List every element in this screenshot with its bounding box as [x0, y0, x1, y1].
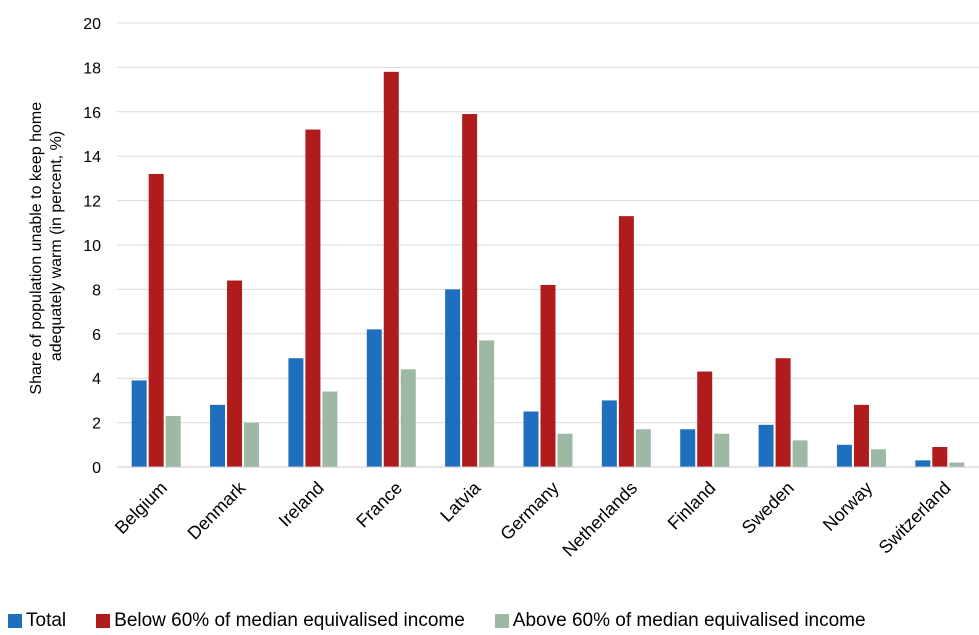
- y-tick-label: 8: [92, 282, 101, 299]
- legend-item-below-60: Below 60% of median equivalised income: [96, 610, 465, 632]
- x-tick-label: Ireland: [275, 478, 328, 531]
- legend-swatch-total: [8, 614, 22, 628]
- bar-germany-above-60: [557, 433, 573, 467]
- y-axis-label-line-1: Share of population unable to keep home: [28, 102, 45, 395]
- bar-switzerland-total: [915, 460, 931, 467]
- legend-label-above-60: Above 60% of median equivalised income: [512, 610, 866, 631]
- bar-chart: 0 2 4 6 8 10 12 14 16 18 20 Belgium Denmark Ireland F…: [28, 16, 979, 560]
- bar-belgium-below-60: [148, 173, 164, 467]
- bar-switzerland-above-60: [949, 462, 965, 467]
- bar-france-below-60: [383, 71, 399, 467]
- legend-label-total: Total: [26, 610, 67, 631]
- x-tick-label: Netherlands: [558, 478, 641, 561]
- bars: [131, 71, 965, 468]
- y-axis-ticks: 0 2 4 6 8 10 12 14 16 18 20: [83, 16, 101, 477]
- bar-ireland-below-60: [305, 129, 321, 467]
- bar-norway-total: [836, 444, 852, 467]
- legend-label-below-60: Below 60% of median equivalised income: [114, 610, 465, 631]
- legend-swatch-above-60: [494, 614, 509, 628]
- bar-switzerland-below-60: [932, 447, 948, 467]
- legend-item-above-60: Above 60% of median equivalised income: [494, 610, 866, 632]
- y-axis-label: Share of population unable to keep home …: [28, 97, 65, 394]
- y-tick-label: 6: [92, 327, 101, 344]
- x-tick-label: Finland: [664, 478, 720, 534]
- x-tick-label: Sweden: [738, 478, 798, 538]
- bar-ireland-total: [288, 358, 304, 467]
- bar-norway-below-60: [853, 404, 869, 467]
- legend-item-total: Total: [8, 610, 66, 632]
- y-tick-label: 18: [83, 60, 101, 77]
- bar-netherlands-total: [601, 400, 617, 467]
- x-tick-label: Latvia: [436, 477, 485, 526]
- x-tick-label: Denmark: [184, 477, 250, 543]
- legend-swatch-below-60: [96, 614, 111, 628]
- x-tick-label: Belgium: [111, 478, 171, 538]
- bar-netherlands-above-60: [635, 429, 651, 467]
- bar-latvia-below-60: [462, 114, 478, 468]
- bar-finland-above-60: [714, 433, 730, 467]
- y-tick-label: 0: [92, 460, 101, 477]
- legend: Total Below 60% of median equivalised in…: [8, 608, 896, 634]
- x-tick-label: France: [352, 478, 406, 532]
- bar-latvia-above-60: [479, 340, 495, 467]
- bar-latvia-total: [445, 289, 461, 467]
- bar-finland-total: [680, 429, 696, 467]
- bar-sweden-total: [758, 424, 774, 467]
- y-tick-label: 12: [83, 194, 101, 211]
- x-tick-label: Switzerland: [875, 478, 955, 558]
- x-axis-ticks: Belgium Denmark Ireland France Latvia Germany…: [111, 477, 955, 560]
- bar-denmark-above-60: [244, 422, 260, 467]
- bar-germany-total: [523, 411, 539, 467]
- bar-germany-below-60: [540, 284, 556, 467]
- y-tick-label: 2: [92, 416, 101, 433]
- bar-finland-below-60: [697, 371, 713, 467]
- y-tick-label: 14: [83, 149, 101, 166]
- y-tick-label: 4: [92, 371, 101, 388]
- y-tick-label: 10: [83, 238, 101, 255]
- bar-belgium-above-60: [165, 415, 181, 467]
- x-tick-label: Norway: [819, 478, 876, 535]
- bar-norway-above-60: [870, 449, 886, 467]
- bar-france-total: [366, 329, 382, 467]
- bar-ireland-above-60: [322, 391, 338, 467]
- bar-netherlands-below-60: [618, 216, 634, 467]
- bar-denmark-below-60: [227, 280, 243, 467]
- bar-sweden-above-60: [792, 440, 808, 467]
- y-axis-label-line-2: adequately warm (in percent, %): [48, 131, 65, 361]
- bar-france-above-60: [400, 369, 416, 467]
- bar-sweden-below-60: [775, 358, 791, 467]
- bar-belgium-total: [131, 380, 147, 467]
- y-tick-label: 16: [83, 105, 101, 122]
- x-tick-label: Germany: [496, 478, 562, 544]
- gridlines: [117, 22, 979, 424]
- bar-denmark-total: [210, 404, 226, 467]
- y-tick-label: 20: [83, 16, 101, 33]
